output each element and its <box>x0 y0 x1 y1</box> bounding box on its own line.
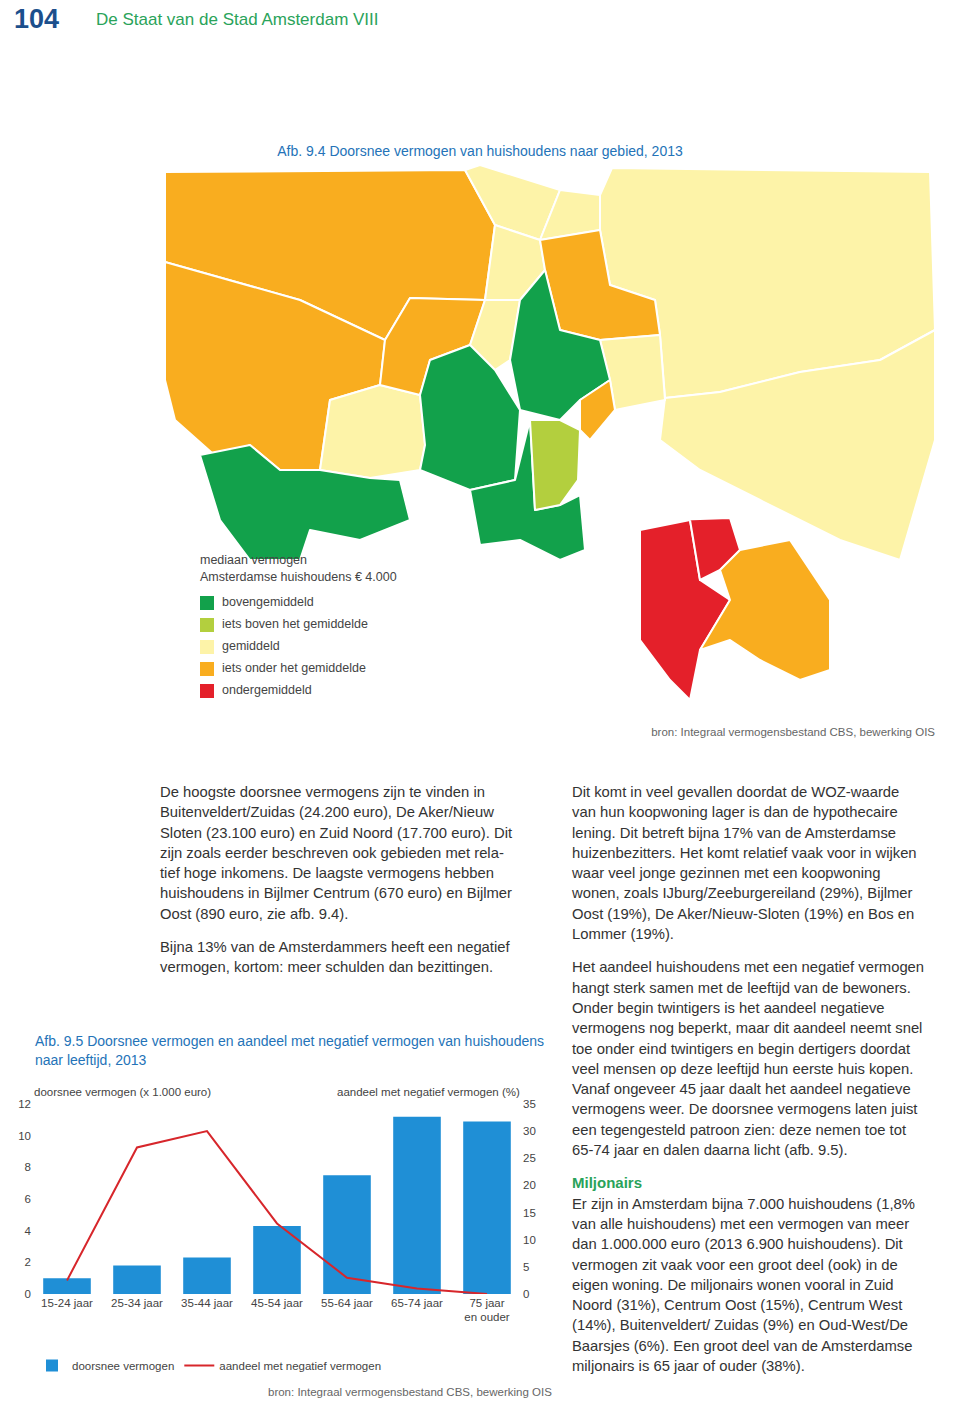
html-text:Baarsjes (6%). Een groot deel: Baarsjes (6%). Een groot deel van de Ams… <box>572 1337 913 1354</box>
html-text:(14%), Buitenveldert/ Zuidas (: (14%), Buitenveldert/ Zuidas (9%) en Oud… <box>572 1317 909 1334</box>
html-text:waar veel jonge gezinnen met e: waar veel jonge gezinnen met een koopwon… <box>572 865 881 882</box>
html-text:Miljonairs: Miljonairs <box>572 1174 642 1192</box>
html-text:van hun koopwoning lager is da: van hun koopwoning lager is dan de hypot… <box>572 804 898 821</box>
svg-text:30: 30 <box>523 1125 536 1137</box>
html-text:van alle huishoudens) met een: van alle huishoudens) met een vermogen v… <box>572 1215 910 1232</box>
svg-text:35-44 jaar: 35-44 jaar <box>181 1297 233 1309</box>
html-text:zijn zoals eerder beschreven o: zijn zoals eerder beschreven ook gebiede… <box>160 844 504 861</box>
html-text:vermogens weer. De doorsnee ve: vermogens weer. De doorsnee vermogens la… <box>572 1101 918 1118</box>
html-text:65-74 jaar en dalen daarna lic: 65-74 jaar en dalen daarna licht (afb. 9… <box>572 1142 848 1158</box>
svg-text:5: 5 <box>523 1261 529 1273</box>
html-text:huizenbezitters. Het komt rela: huizenbezitters. Het komt relatief vaak … <box>572 844 917 861</box>
html-text:huishoudens in Bijlmer Centrum: huishoudens in Bijlmer Centrum (670 euro… <box>160 885 512 902</box>
html-text:Sloten (23.100 euro) en Zuid N: Sloten (23.100 euro) en Zuid Noord (17.7… <box>160 824 512 841</box>
svg-text:55-64 jaar: 55-64 jaar <box>321 1297 373 1309</box>
svg-text:75 jaaren ouder: 75 jaaren ouder <box>464 1297 510 1324</box>
html-text:tief hoge inkomens. De laagste: tief hoge inkomens. De laagste vermogens… <box>160 865 494 882</box>
html-text:Oost (19%), De Aker/Nieuw-Slot: Oost (19%), De Aker/Nieuw-Sloten (19%) e… <box>572 905 915 922</box>
html-text:wonen, zoals IJburg/Zeeburgere: wonen, zoals IJburg/Zeeburgereiland (29%… <box>572 885 913 902</box>
html-text:vermogens nog beperkt, maar di: vermogens nog beperkt, maar dit aandeel … <box>572 1020 923 1037</box>
html-text:104: 104 <box>14 4 60 34</box>
html-text:toe onder eind twintigers en b: toe onder eind twintigers en begin derti… <box>572 1040 911 1057</box>
html-text:gemiddeld: gemiddeld <box>222 639 280 653</box>
svg-text:10: 10 <box>523 1234 536 1246</box>
html-text:Afb. 9.4 Doorsnee vermogen van: Afb. 9.4 Doorsnee vermogen van huishoude… <box>277 143 683 159</box>
svg-text:15: 15 <box>523 1207 536 1219</box>
html-text:mediaan vermogen: mediaan vermogen <box>200 553 307 567</box>
html-text:Oost (890 euro, zie afb. 9.4).: Oost (890 euro, zie afb. 9.4). <box>160 905 349 922</box>
svg-text:25-34 jaar: 25-34 jaar <box>111 1297 163 1309</box>
html-text:iets onder het gemiddelde: iets onder het gemiddelde <box>222 661 366 675</box>
html-text:iets boven het gemiddelde: iets boven het gemiddelde <box>222 617 368 631</box>
svg-text:aandeel met negatief vermogen: aandeel met negatief vermogen (%) <box>337 1086 520 1098</box>
svg-text:25: 25 <box>523 1152 536 1164</box>
html-text:vermogen zit vaak voor een gro: vermogen zit vaak voor een groot deel (o… <box>572 1256 898 1273</box>
svg-text:aandeel met negatief vermogen: aandeel met negatief vermogen <box>219 1360 381 1372</box>
html-text:Vanaf ongeveer 45 jaar daalt h: Vanaf ongeveer 45 jaar daalt het aandeel… <box>572 1081 911 1098</box>
svg-text:45-54 jaar: 45-54 jaar <box>251 1297 303 1309</box>
html-text:Lommer (19%).: Lommer (19%). <box>572 926 674 943</box>
html-text:Dit komt in veel gevallen door: Dit komt in veel gevallen doordat de WOZ… <box>572 784 900 800</box>
svg-text:2: 2 <box>25 1256 31 1268</box>
html-text:Er zijn in Amsterdam bijna 7.0: Er zijn in Amsterdam bijna 7.000 huishou… <box>572 1195 915 1212</box>
html-text:Amsterdamse huishoudens € 4.00: Amsterdamse huishoudens € 4.000 <box>200 570 397 584</box>
svg-text:doorsnee vermogen: doorsnee vermogen <box>72 1360 174 1372</box>
html-text:Afb. 9.5 Doorsnee vermogen en: Afb. 9.5 Doorsnee vermogen en aandeel me… <box>35 1033 544 1068</box>
svg-text:12: 12 <box>18 1098 31 1110</box>
svg-text:0: 0 <box>523 1288 529 1300</box>
html-text:veel mensen op deze leeftijd h: veel mensen op deze leeftijd hun eerste … <box>572 1060 914 1077</box>
svg-text:20: 20 <box>523 1179 536 1191</box>
html-text:eigen woning. De miljonairs wo: eigen woning. De miljonairs wonen vooral… <box>572 1276 894 1293</box>
html-text:bron: Integraal vermogensbesta: bron: Integraal vermogensbestand CBS, be… <box>268 1386 552 1398</box>
svg-text:8: 8 <box>25 1161 31 1173</box>
svg-text:4: 4 <box>25 1225 32 1237</box>
html-text:bovengemiddeld: bovengemiddeld <box>222 595 314 609</box>
svg-text:6: 6 <box>25 1193 31 1205</box>
html-text:hangt sterk samen met de leeft: hangt sterk samen met de leeftijd van de… <box>572 979 911 996</box>
html-text:miljonairs is 65 jaar of ouder: miljonairs is 65 jaar of ouder (38%). <box>572 1358 805 1374</box>
html-text:Het aandeel huishoudens met ee: Het aandeel huishoudens met een negatief… <box>572 959 925 976</box>
html-text:Buitenveldert/Zuidas (24.200 e: Buitenveldert/Zuidas (24.200 euro), De A… <box>160 804 494 821</box>
html-text:ondergemiddeld: ondergemiddeld <box>222 683 312 697</box>
html-text:Noord (31%), Centrum Oost (15%: Noord (31%), Centrum Oost (15%), Centrum… <box>572 1297 903 1314</box>
svg-text:10: 10 <box>18 1130 31 1142</box>
svg-text:doorsnee vermogen (x 1.000 eur: doorsnee vermogen (x 1.000 euro) <box>34 1086 211 1098</box>
svg-text:65-74 jaar: 65-74 jaar <box>391 1297 443 1309</box>
html-text:vermogen, kortom: meer schulde: vermogen, kortom: meer schulden dan bezi… <box>160 959 494 976</box>
html-text:De hoogste doorsnee vermogens: De hoogste doorsnee vermogens zijn te vi… <box>160 784 485 800</box>
html-text:lening. Dit betreft bijna 17%: lening. Dit betreft bijna 17% van de Ams… <box>572 824 897 841</box>
svg-text:0: 0 <box>25 1288 31 1300</box>
html-text:Onder begin twintigers is het: Onder begin twintigers is het aandeel ne… <box>572 1000 885 1016</box>
html-text:een tegengesteld patroon zien:: een tegengesteld patroon zien: deze neme… <box>572 1121 906 1138</box>
html-text:dan 1.000.000 euro (2013 6.900: dan 1.000.000 euro (2013 6.900 huishoude… <box>572 1236 903 1253</box>
svg-text:35: 35 <box>523 1098 536 1110</box>
svg-text:15-24 jaar: 15-24 jaar <box>41 1297 93 1309</box>
html-text:Bijna 13% van de Amsterdammers: Bijna 13% van de Amsterdammers heeft een… <box>160 939 510 956</box>
html-text:De Staat van de Stad Amsterdam: De Staat van de Stad Amsterdam VIII <box>96 10 379 29</box>
html-text:bron: Integraal vermogensbesta: bron: Integraal vermogensbestand CBS, be… <box>651 726 935 738</box>
